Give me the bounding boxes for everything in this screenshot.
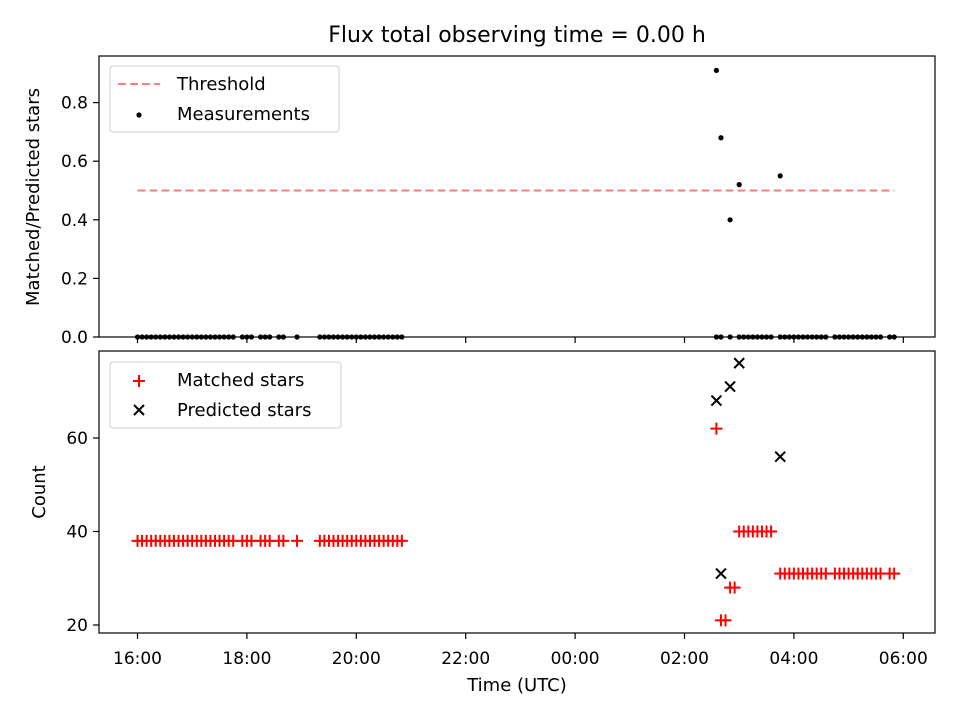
matched-stars-point bbox=[395, 534, 408, 547]
matched-stars-point bbox=[291, 534, 304, 547]
bottom-x-axis: 16:00 18:00 20:00 22:00 00:00 02:00 04:00 06:00 bbox=[113, 633, 928, 669]
top-panel: 0.00.20.40.60.8 Matched/Predicted stars … bbox=[23, 55, 936, 348]
top-legend-box bbox=[109, 65, 340, 133]
top-axes-frame bbox=[98, 55, 936, 338]
top-legend: Threshold Measurements bbox=[109, 65, 340, 133]
predicted-stars-point bbox=[774, 450, 786, 463]
top-y-axis: 0.0 0.2 0.4 0.6 0.8 bbox=[61, 94, 99, 348]
matched-stars-point bbox=[888, 567, 901, 580]
bottom-y-tick-label: 40 bbox=[66, 522, 88, 542]
bottom-legend-box bbox=[109, 361, 342, 429]
x-tick-label: 04:00 bbox=[769, 649, 818, 669]
bottom-legend: Matched stars Predicted stars bbox=[109, 361, 342, 429]
x-tick-label: 02:00 bbox=[660, 649, 709, 669]
measurement-point bbox=[736, 182, 742, 188]
matched-stars-point bbox=[719, 614, 732, 627]
x-axis-label: Time (UTC) bbox=[466, 675, 567, 696]
predicted-stars-point bbox=[724, 380, 736, 393]
top-y-tick-label: 0.8 bbox=[61, 94, 88, 114]
x-tick-label: 00:00 bbox=[551, 649, 600, 669]
legend-matched-label: Matched stars bbox=[177, 370, 304, 391]
x-tick-label: 22:00 bbox=[441, 649, 490, 669]
matched-stars-point bbox=[710, 422, 723, 435]
top-y-tick-label: 0.2 bbox=[61, 269, 88, 289]
measurement-point bbox=[718, 135, 724, 141]
legend-measurements-swatch bbox=[136, 112, 142, 118]
predicted-stars-point bbox=[733, 357, 745, 369]
matched-stars-point bbox=[765, 525, 778, 538]
x-tick-label: 06:00 bbox=[879, 649, 928, 669]
legend-matched-swatch bbox=[133, 375, 145, 387]
bottom-panel: 20 40 60 16:00 18:00 20:00 22:00 00:00 02:00 04:… bbox=[29, 350, 936, 696]
bottom-y-axis: 20 40 60 bbox=[66, 429, 99, 636]
bottom-y-axis-label: Count bbox=[29, 465, 50, 518]
top-y-tick-label: 0.0 bbox=[61, 328, 88, 348]
predicted-stars-point bbox=[710, 394, 723, 407]
x-tick-label: 16:00 bbox=[113, 649, 162, 669]
x-tick-label: 20:00 bbox=[332, 649, 381, 669]
bottom-y-tick-label: 60 bbox=[66, 429, 88, 449]
top-y-tick-label: 0.6 bbox=[61, 152, 88, 172]
measurement-point bbox=[713, 67, 720, 73]
legend-predicted-label: Predicted stars bbox=[177, 400, 311, 421]
measurement-point bbox=[777, 173, 783, 179]
x-tick-label: 18:00 bbox=[222, 649, 271, 669]
legend-predicted-swatch bbox=[133, 404, 145, 416]
bottom-y-tick-label: 20 bbox=[66, 616, 88, 636]
predicted-stars-point bbox=[715, 567, 727, 580]
bottom-plot-marks bbox=[131, 357, 901, 627]
matched-stars-point bbox=[277, 534, 290, 547]
matched-stars-point bbox=[728, 581, 741, 594]
top-x-ticks bbox=[136, 337, 904, 343]
legend-measurements-label: Measurements bbox=[177, 104, 310, 125]
legend-threshold-label: Threshold bbox=[176, 74, 266, 95]
top-y-axis-label: Matched/Predicted stars bbox=[23, 88, 44, 306]
chart-title: Flux total observing time = 0.00 h bbox=[328, 23, 706, 48]
measurement-point bbox=[727, 217, 733, 223]
top-y-tick-label: 0.4 bbox=[61, 211, 88, 231]
bottom-axes-frame bbox=[98, 350, 936, 634]
